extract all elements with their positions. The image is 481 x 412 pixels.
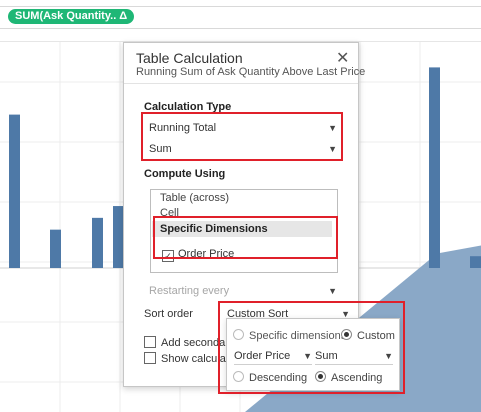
calculation-type-label: Calculation Type (144, 101, 232, 113)
shelf-gap (0, 31, 481, 42)
aggregation-value: Sum (149, 143, 172, 155)
specific-dimensions-label: Specific dimensions (249, 330, 347, 342)
descending-label: Descending (249, 372, 308, 384)
add-secondary-option[interactable]: Add secondary (144, 336, 234, 349)
checkbox-icon[interactable] (144, 336, 156, 348)
add-secondary-label: Add secondary (161, 337, 235, 349)
dimension-order-price[interactable]: ✓ Order Price (162, 248, 234, 262)
bar (9, 114, 20, 268)
rows-shelf: SUM(Ask Quantity.. Δ (0, 6, 481, 29)
sort-field-dropdown[interactable]: Order Price ▼ (234, 348, 312, 365)
bar (470, 256, 481, 268)
chevron-down-icon: ▼ (328, 286, 337, 296)
radio-selected-icon[interactable] (315, 371, 326, 382)
radio-custom[interactable]: Custom (341, 329, 395, 342)
calculation-type-dropdown[interactable]: Running Total ▼ (149, 119, 337, 137)
calculation-type-value: Running Total (149, 122, 217, 134)
chevron-down-icon: ▼ (341, 309, 350, 319)
restarting-every-dropdown[interactable]: Restarting every ▼ (149, 282, 337, 300)
compute-using-list: Table (across) Cell Specific Dimensions … (150, 189, 338, 273)
shelf-top-edge (0, 0, 481, 7)
compute-using-label: Compute Using (144, 168, 226, 180)
chevron-down-icon: ▼ (328, 144, 337, 154)
dimension-label: Order Price (178, 248, 235, 260)
bar (113, 206, 124, 268)
list-item-cell[interactable]: Cell (160, 207, 179, 219)
checkbox-checked-icon[interactable]: ✓ (162, 250, 174, 262)
dialog-subtitle: Running Sum of Ask Quantity Above Last P… (136, 66, 366, 78)
radio-icon[interactable] (233, 329, 244, 340)
sort-aggregation-value: Sum (315, 350, 338, 362)
sort-field-value: Order Price (234, 350, 291, 362)
radio-specific-dimensions[interactable]: Specific dimensions (233, 329, 346, 342)
bars-layer (9, 67, 481, 269)
bar (92, 217, 103, 268)
show-calculation-option[interactable]: Show calculatio (144, 352, 237, 365)
chevron-down-icon: ▼ (303, 351, 312, 361)
chevron-down-icon: ▼ (328, 123, 337, 133)
dialog-separator (124, 83, 358, 84)
close-icon[interactable]: ✕ (336, 50, 350, 67)
radio-descending[interactable]: Descending (233, 371, 307, 384)
bar (50, 229, 61, 268)
radio-ascending[interactable]: Ascending (315, 371, 382, 384)
custom-sort-popover: Specific dimensions Custom Order Price ▼… (226, 318, 400, 391)
checkbox-icon[interactable] (144, 352, 156, 364)
restarting-every-label: Restarting every (149, 285, 230, 297)
list-item-table-across[interactable]: Table (across) (160, 192, 230, 204)
list-item-specific-dimensions[interactable]: Specific Dimensions (152, 221, 332, 237)
ascending-label: Ascending (331, 372, 383, 384)
dialog-title: Table Calculation (136, 50, 243, 66)
bar (429, 67, 440, 269)
radio-icon[interactable] (233, 371, 244, 382)
aggregation-dropdown[interactable]: Sum ▼ (149, 140, 337, 158)
radio-selected-icon[interactable] (341, 329, 352, 340)
sort-order-value: Custom Sort (227, 308, 289, 320)
sort-order-dropdown[interactable]: Custom Sort ▼ (227, 305, 350, 323)
sort-aggregation-dropdown[interactable]: Sum ▼ (315, 348, 393, 365)
field-pill-sum-ask-quantity[interactable]: SUM(Ask Quantity.. Δ (8, 9, 135, 24)
custom-label: Custom (357, 330, 395, 342)
sort-order-label: Sort order (144, 308, 193, 320)
chevron-down-icon: ▼ (384, 351, 393, 361)
